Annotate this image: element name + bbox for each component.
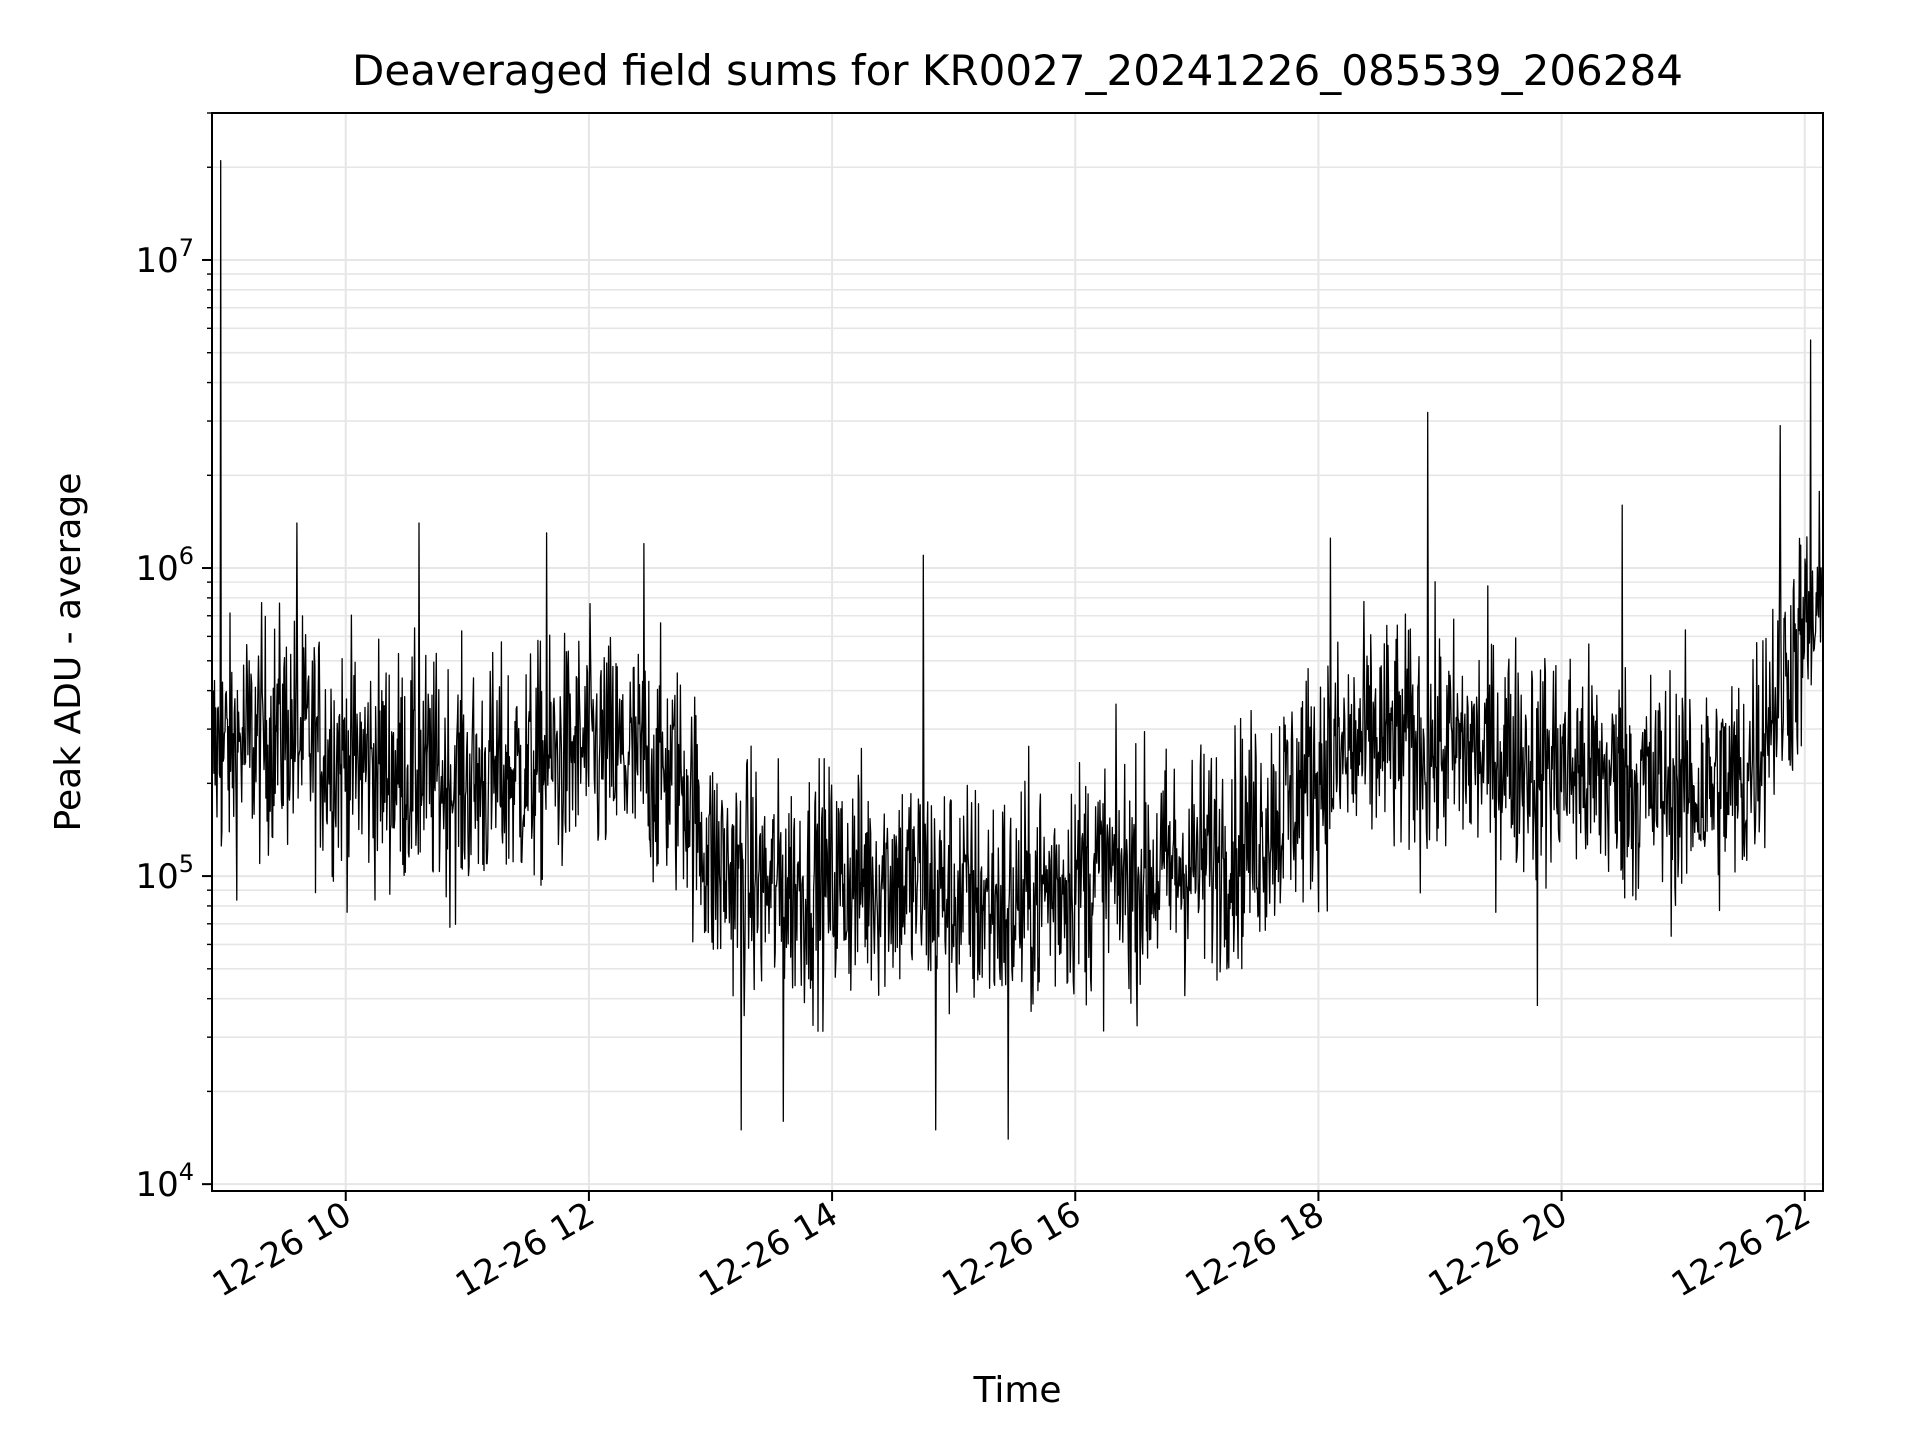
- plot-frame: [211, 112, 1824, 1192]
- chart-title: Deaveraged field sums for KR0027_2024122…: [352, 46, 1683, 95]
- series-line: [211, 160, 1824, 1140]
- y-tick-label: 106: [135, 542, 194, 589]
- x-axis-label: Time: [972, 1370, 1061, 1411]
- y-axis-label: Peak ADU - average: [48, 473, 89, 832]
- data-line: [211, 160, 1824, 1140]
- y-axis: 104 105 106 107: [135, 112, 212, 1205]
- y-tick-label: 104: [135, 1158, 194, 1205]
- y-tick-label: 105: [135, 850, 194, 897]
- y-tick-label: 107: [135, 234, 194, 281]
